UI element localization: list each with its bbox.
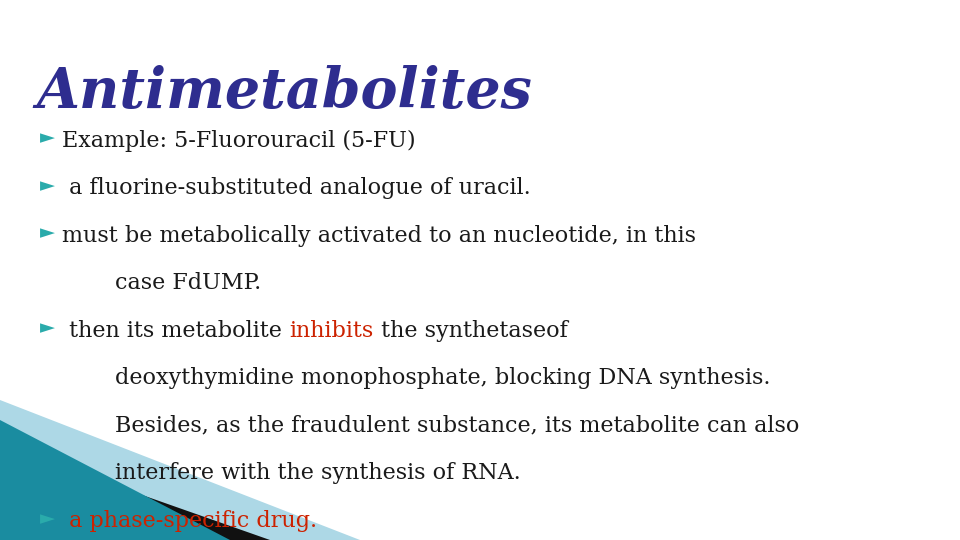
Text: then its metabolite: then its metabolite bbox=[62, 320, 289, 342]
Text: case FdUMP.: case FdUMP. bbox=[115, 272, 261, 294]
Text: a phase-specific drug.: a phase-specific drug. bbox=[62, 510, 318, 532]
Text: Besides, as the fraudulent substance, its metabolite can also: Besides, as the fraudulent substance, it… bbox=[115, 415, 800, 437]
Text: ►: ► bbox=[40, 510, 56, 528]
Text: Antimetabolites: Antimetabolites bbox=[36, 65, 533, 120]
Text: must be metabolically activated to an nucleotide, in this: must be metabolically activated to an nu… bbox=[62, 225, 696, 247]
Text: ►: ► bbox=[40, 130, 56, 147]
Text: a fluorine-substituted analogue of uracil.: a fluorine-substituted analogue of uraci… bbox=[62, 177, 531, 199]
Text: interfere with the synthesis of RNA.: interfere with the synthesis of RNA. bbox=[115, 462, 521, 484]
Text: ►: ► bbox=[40, 177, 56, 195]
Text: the synthetaseof: the synthetaseof bbox=[373, 320, 567, 342]
Text: ►: ► bbox=[40, 225, 56, 242]
Text: deoxythymidine monophosphate, blocking DNA synthesis.: deoxythymidine monophosphate, blocking D… bbox=[115, 367, 771, 389]
Text: Example: 5-Fluorouracil (5-FU): Example: 5-Fluorouracil (5-FU) bbox=[62, 130, 416, 152]
Text: inhibits: inhibits bbox=[289, 320, 373, 342]
Text: ►: ► bbox=[40, 320, 56, 338]
